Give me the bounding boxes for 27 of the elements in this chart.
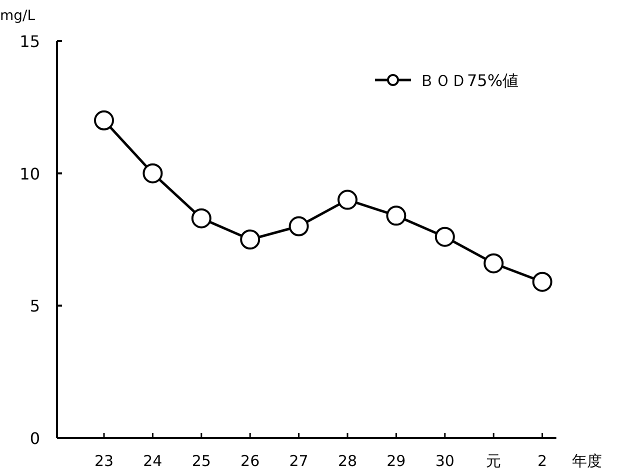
x-axis-title: 年度	[572, 452, 602, 470]
x-tick-label: 25	[192, 452, 211, 470]
y-axis-title: mg/L	[0, 8, 36, 24]
point	[484, 253, 504, 274]
point	[338, 190, 358, 210]
x-tick-label: 28	[338, 452, 358, 470]
point	[142, 163, 163, 184]
point	[288, 216, 309, 236]
x-tick-label: 27	[289, 452, 308, 470]
x-tick-label: 2	[538, 452, 548, 470]
y-tick-label: 5	[30, 296, 40, 316]
x-tick-label: 26	[240, 452, 260, 470]
y-tick-label: 10	[20, 164, 40, 184]
x-tick-label: 30	[435, 452, 454, 470]
y-tick-label: 15	[20, 32, 40, 51]
x-tick-label: 元	[486, 452, 502, 470]
x-tick-label: 23	[94, 452, 114, 470]
y-tick-label: 0	[30, 429, 40, 448]
point	[532, 272, 552, 292]
point	[94, 110, 114, 130]
x-tick-label: 24	[143, 452, 162, 470]
point	[240, 230, 260, 250]
point	[434, 226, 455, 247]
point	[191, 208, 212, 228]
point	[386, 206, 406, 226]
x-tick-label: 29	[386, 452, 406, 470]
legend-label: ＢＯＤ75%値	[419, 71, 519, 90]
